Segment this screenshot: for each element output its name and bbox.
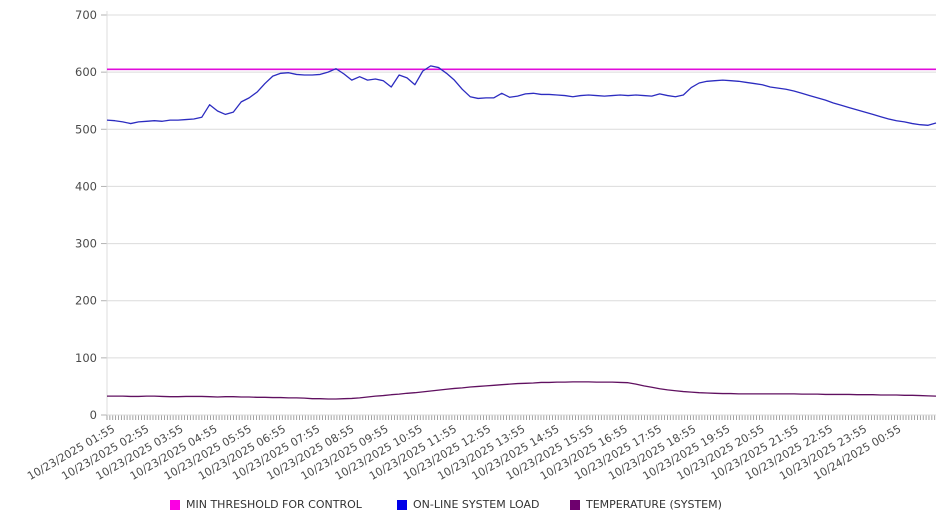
y-tick-label: 400 bbox=[75, 179, 97, 193]
y-tick-label: 300 bbox=[75, 237, 97, 251]
y-tick-label: 100 bbox=[75, 351, 97, 365]
y-gridlines bbox=[101, 14, 936, 416]
legend-item-temperature-system: TEMPERATURE (SYSTEM) bbox=[570, 498, 722, 511]
y-tick-label: 600 bbox=[75, 65, 97, 79]
legend-swatch-icon bbox=[397, 499, 407, 510]
legend-swatch-icon bbox=[170, 499, 180, 510]
y-axis-labels: 0 100 200 300 400 500 600 700 bbox=[75, 8, 97, 422]
legend-swatch-icon bbox=[570, 499, 580, 510]
chart-legend: MIN THRESHOLD FOR CONTROL ON-LINE SYSTEM … bbox=[0, 498, 946, 518]
y-tick-label: 0 bbox=[90, 408, 97, 422]
x-minor-ticks bbox=[106, 415, 936, 420]
legend-label: MIN THRESHOLD FOR CONTROL bbox=[186, 498, 362, 511]
y-tick-label: 700 bbox=[75, 8, 97, 22]
legend-item-min-threshold-for-control: MIN THRESHOLD FOR CONTROL bbox=[170, 498, 362, 511]
y-tick-label: 500 bbox=[75, 122, 97, 136]
legend-label: ON-LINE SYSTEM LOAD bbox=[413, 498, 540, 511]
y-tick-label: 200 bbox=[75, 294, 97, 308]
series-temperature-system bbox=[107, 381, 937, 400]
legend-item-on-line-system-load: ON-LINE SYSTEM LOAD bbox=[397, 498, 539, 511]
legend-label: TEMPERATURE (SYSTEM) bbox=[586, 498, 722, 511]
series-on-line-system-load bbox=[106, 65, 937, 126]
